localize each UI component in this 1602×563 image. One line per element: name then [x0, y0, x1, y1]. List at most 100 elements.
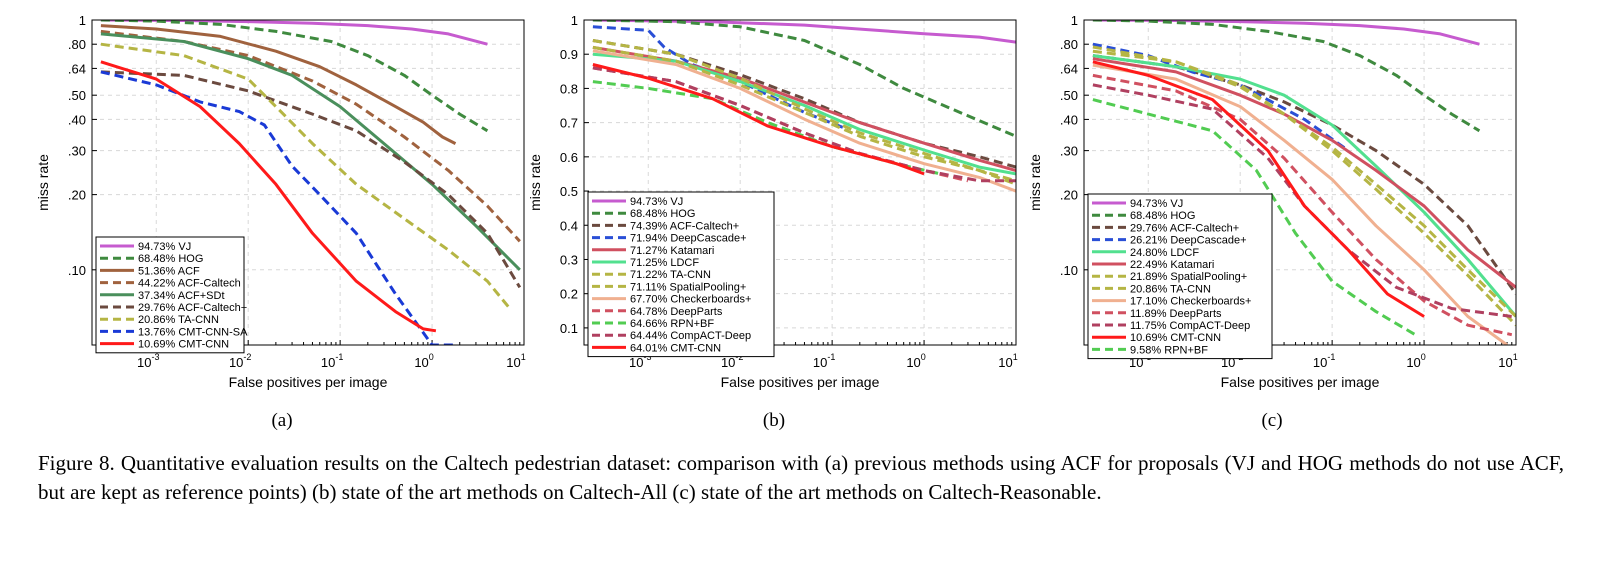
legend-entry: 29.76% ACF-Caltech+ — [138, 302, 247, 314]
legend-entry: 10.69% CMT-CNN — [1130, 332, 1221, 344]
y-tick-label: .20 — [68, 188, 86, 203]
y-tick-label: 1 — [1071, 13, 1078, 28]
series-group — [100, 20, 522, 345]
legend-entry: 37.34% ACF+SDt — [138, 290, 225, 302]
x-tick-exponent: -2 — [243, 352, 251, 362]
legend-entry: 11.89% DeepParts — [1130, 308, 1222, 320]
legend-entry: 64.78% DeepParts — [630, 306, 723, 318]
legend-entry: 64.01% CMT-CNN — [630, 342, 721, 354]
legend-entry: 29.76% ACF-Caltech+ — [1130, 222, 1239, 234]
figure-caption: Figure 8. Quantitative evaluation result… — [38, 451, 1564, 504]
series-line-9 — [1092, 73, 1513, 337]
x-tick-exponent: 1 — [1013, 352, 1018, 362]
y-tick-label: .20 — [1060, 188, 1078, 203]
x-tick-label: 10-1 — [1313, 352, 1335, 370]
x-tick-label: 100 — [414, 352, 433, 370]
y-tick-label: 0.2 — [560, 287, 578, 302]
legend-entry: 24.80% LDCF — [1130, 247, 1199, 259]
legend-entry: 94.73% VJ — [630, 196, 683, 208]
plot-border — [583, 19, 1017, 346]
series-line-11 — [592, 66, 1016, 183]
series-group — [1092, 20, 1516, 345]
series-line-8 — [592, 49, 1016, 193]
x-tick-label: 10-1 — [813, 352, 835, 370]
legend-entry: 67.70% Checkerboards+ — [630, 294, 751, 306]
series-line-0 — [1092, 20, 1480, 46]
y-tick-label: .30 — [1060, 144, 1078, 159]
plot-border — [91, 19, 525, 346]
subfigure-label-a: (a) — [271, 410, 293, 431]
y-tick-label: .80 — [1060, 37, 1078, 52]
legend-entry: 74.39% ACF-Caltech+ — [630, 220, 739, 232]
legend-entry: 94.73% VJ — [138, 241, 191, 253]
y-tick-label: 0.8 — [560, 81, 578, 96]
x-tick-base: 10 — [813, 355, 827, 370]
y-tick-label: .40 — [1060, 112, 1078, 127]
series-line-12 — [592, 63, 925, 176]
y-tick-label: .30 — [68, 144, 86, 159]
x-tick-label: 100 — [906, 352, 925, 370]
legend-entry: 68.48% HOG — [1130, 210, 1195, 222]
series-line-11 — [1092, 60, 1425, 318]
x-tick-exponent: 1 — [521, 352, 526, 362]
y-tick-label: .10 — [1060, 263, 1078, 278]
legend-entry: 71.25% LDCF — [630, 257, 699, 269]
series-line-0 — [100, 20, 488, 46]
x-tick-exponent: 0 — [921, 352, 926, 362]
series-line-7 — [1092, 49, 1516, 327]
series-line-2 — [592, 39, 1016, 169]
x-tick-label: 10-3 — [137, 352, 159, 370]
chart-a: 10-3 10-2 10-1 100 1011.80.64.50.40.30.20.10… — [35, 13, 526, 390]
subfigure-label-c: (c) — [1261, 410, 1283, 431]
series-line-7 — [592, 45, 1016, 186]
subfigure-label-b: (b) — [762, 410, 786, 431]
x-tick-base: 10 — [629, 355, 643, 370]
chart-c: 10-310-210-11001011.80.64.50.40.30.20.10… — [1027, 13, 1518, 390]
series-line-5 — [1092, 57, 1516, 289]
y-axis-label: miss rate — [1027, 154, 1043, 211]
series-line-8 — [100, 60, 437, 333]
legend-entry: 22.49% Katamari — [1130, 259, 1214, 271]
series-line-5 — [592, 52, 1016, 176]
legend-entry: 64.66% RPN+BF — [630, 318, 714, 330]
y-tick-label: .40 — [68, 112, 86, 127]
legend-entry: 11.75% CompACT-Deep — [1130, 320, 1250, 332]
x-tick-exponent: -1 — [827, 352, 835, 362]
x-tick-label: 101 — [1498, 352, 1517, 370]
y-tick-label: 0.3 — [560, 252, 578, 267]
legend-entry: 26.21% DeepCascade+ — [1130, 235, 1247, 247]
series-line-1 — [1092, 20, 1481, 133]
legend-entry: 17.10% Checkerboards+ — [1130, 296, 1251, 308]
x-tick-base: 10 — [906, 355, 920, 370]
legend-entry: 13.76% CMT-CNN-SA — [138, 326, 248, 338]
chart-panel-b: 10-310-210-110010110.90.80.70.60.50.40.3… — [527, 0, 1034, 400]
x-tick-base: 10 — [506, 355, 520, 370]
legend-entry: 71.11% SpatialPooling+ — [630, 281, 746, 293]
legend-entry: 71.27% Katamari — [630, 245, 714, 257]
y-axis-label: miss rate — [527, 154, 543, 211]
y-tick-label: 1 — [79, 13, 86, 28]
x-tick-label: 100 — [1406, 352, 1425, 370]
legend-entry: 68.48% HOG — [138, 253, 203, 265]
series-line-1 — [100, 20, 489, 133]
legend-entry: 10.69% CMT-CNN — [138, 339, 229, 351]
legend-entry: 94.73% VJ — [1130, 198, 1183, 210]
series-line-2 — [100, 24, 457, 145]
y-tick-label: .50 — [1060, 88, 1078, 103]
x-tick-exponent: -1 — [335, 352, 343, 362]
x-tick-base: 10 — [1498, 355, 1512, 370]
legend-entry: 51.36% ACF — [138, 265, 200, 277]
y-tick-label: 0.5 — [560, 184, 578, 199]
series-line-5 — [100, 70, 522, 289]
y-tick-label: 0.1 — [560, 321, 578, 336]
x-axis-label: False positives per image — [1221, 374, 1380, 390]
x-tick-base: 10 — [321, 355, 335, 370]
x-tick-base: 10 — [1406, 355, 1420, 370]
y-tick-label: .10 — [68, 263, 86, 278]
legend-entry: 64.44% CompACT-Deep — [630, 330, 751, 342]
y-tick-label: 1 — [571, 13, 578, 28]
series-line-2 — [1092, 54, 1516, 295]
y-tick-label: .64 — [68, 61, 86, 76]
series-line-1 — [592, 20, 1016, 138]
y-tick-label: .64 — [1060, 61, 1078, 76]
